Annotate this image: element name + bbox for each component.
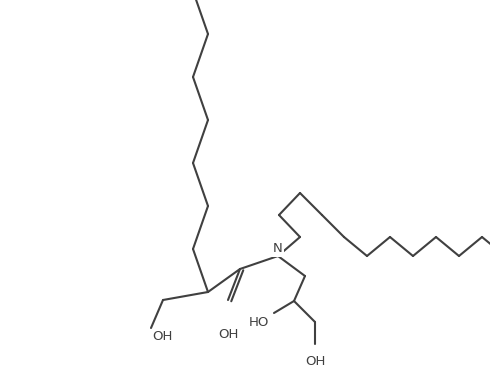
Text: OH: OH [305, 355, 325, 368]
Text: N: N [273, 243, 283, 255]
Text: HO: HO [248, 316, 269, 329]
Text: OH: OH [218, 328, 238, 341]
Text: OH: OH [152, 330, 172, 343]
